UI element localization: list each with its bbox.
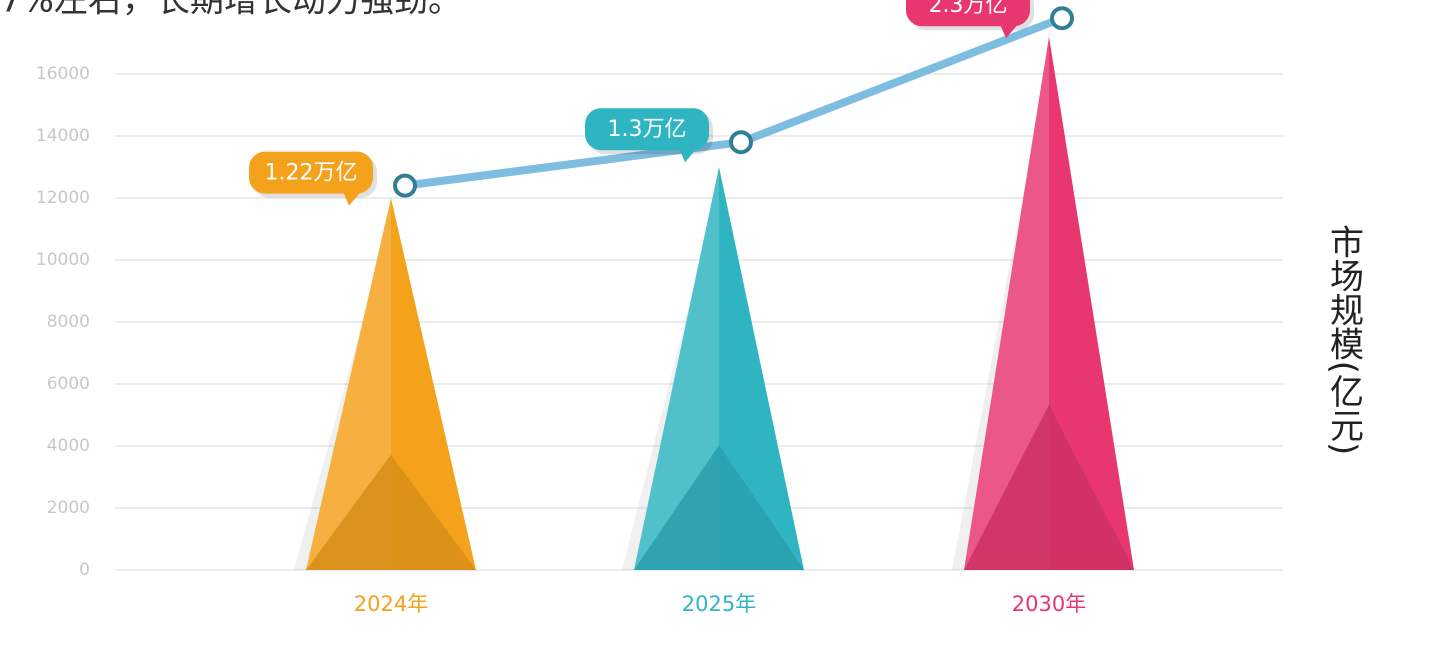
annotation: 2.3万亿 bbox=[929, 0, 1008, 18]
y-tick-label: 2000 bbox=[47, 498, 90, 518]
line-marker bbox=[729, 130, 753, 155]
bar-shadow bbox=[952, 56, 1049, 571]
y-axis-label: 市场规模(亿元) bbox=[1324, 225, 1364, 456]
line-marker bbox=[1050, 6, 1074, 31]
bar-facet bbox=[306, 454, 476, 570]
bar-facet bbox=[964, 36, 1049, 571]
annotation: 1.22万亿 bbox=[265, 161, 358, 186]
bar-body bbox=[964, 36, 1134, 571]
y-tick-label: 8000 bbox=[47, 312, 90, 332]
bar-facet bbox=[964, 404, 1134, 570]
chart-title: 7%左右，长期增长动力强劲。 bbox=[0, 0, 462, 21]
bar bbox=[952, 36, 1134, 571]
bar bbox=[622, 167, 804, 570]
y-tick-label: 14000 bbox=[36, 126, 90, 146]
x-tick-label: 2030年 bbox=[1012, 592, 1086, 616]
annotation-bubble bbox=[906, 0, 1030, 27]
bar bbox=[294, 198, 476, 570]
bar-facet bbox=[634, 445, 804, 570]
annotation-bubble bbox=[585, 108, 709, 151]
y-tick-label: 6000 bbox=[47, 374, 90, 394]
bar-body bbox=[306, 198, 476, 570]
x-tick-label: 2024年 bbox=[354, 592, 428, 616]
x-tick-label: 2025年 bbox=[682, 592, 756, 616]
y-tick-label: 4000 bbox=[47, 436, 90, 456]
bar-facet bbox=[634, 167, 719, 570]
annotation-tail bbox=[343, 191, 361, 206]
annotation-bubble bbox=[249, 151, 373, 194]
y-tick-label: 0 bbox=[79, 560, 90, 580]
annotation: 1.3万亿 bbox=[608, 117, 687, 142]
line bbox=[404, 14, 1064, 190]
annotation-tail bbox=[1000, 24, 1018, 39]
bar-body bbox=[634, 167, 804, 570]
y-tick-label: 10000 bbox=[36, 250, 90, 270]
annotation-tail bbox=[679, 148, 697, 163]
line-marker bbox=[393, 173, 417, 198]
y-tick-label: 16000 bbox=[36, 64, 90, 84]
y-tick-label: 12000 bbox=[36, 188, 90, 208]
bar-facet bbox=[306, 198, 391, 570]
